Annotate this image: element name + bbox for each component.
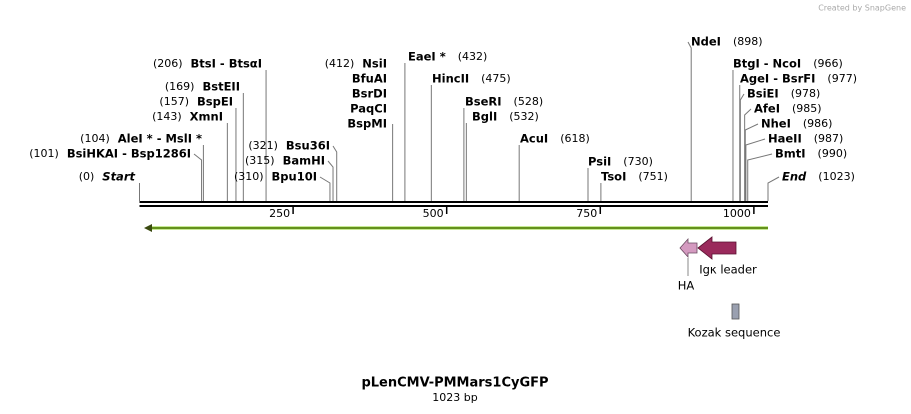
- enzyme-name: NheI: [761, 117, 791, 131]
- site-location: (104): [80, 132, 110, 145]
- enzyme-name: AcuI: [520, 132, 548, 146]
- enzyme-name: BspMI: [347, 117, 387, 131]
- ruler-label: 250: [269, 207, 290, 220]
- site-location: (1023): [818, 170, 855, 183]
- cut-site: [332, 145, 338, 201]
- feature-label: Igκ leader: [699, 263, 757, 277]
- enzyme-name: BamHI: [283, 154, 325, 168]
- site-location: (321): [248, 139, 278, 152]
- site-location: (432): [458, 50, 488, 63]
- enzyme-name: AfeI: [754, 102, 780, 116]
- enzyme-name: BsiHKAI - Bsp1286I: [67, 147, 191, 161]
- kozak-feature: [731, 303, 740, 320]
- enzyme-name: BspEI: [197, 95, 233, 109]
- site-location: (475): [481, 72, 511, 85]
- enzyme-name: PsiI: [588, 155, 611, 169]
- enzyme-name: XmnI: [190, 110, 223, 124]
- igk-feature: [697, 236, 737, 260]
- site-location: (315): [245, 154, 275, 167]
- cut-site: [744, 108, 752, 201]
- site-location: (157): [159, 95, 189, 108]
- enzyme-name: HincII: [432, 72, 469, 86]
- map-title: pLenCMV-PMMars1CyGFP: [361, 376, 548, 391]
- enzyme-name: BglI: [472, 110, 497, 124]
- enzyme-name: Start: [102, 170, 135, 184]
- site-location: (977): [827, 72, 857, 85]
- ruler-label: 500: [423, 207, 444, 220]
- cut-site: [327, 160, 334, 201]
- ruler-label: 1000: [723, 207, 751, 220]
- site-location: (898): [733, 35, 763, 48]
- site-location: (412): [325, 57, 355, 70]
- site-location: (985): [792, 102, 822, 115]
- cut-site: [687, 41, 692, 201]
- site-location: (987): [814, 132, 844, 145]
- site-location: (618): [560, 132, 590, 145]
- map-length: 1023 bp: [432, 391, 477, 404]
- credit: Created by SnapGene: [818, 4, 906, 13]
- enzyme-name: AgeI - BsrFI: [740, 72, 815, 86]
- enzyme-name: NsiI: [362, 57, 387, 71]
- enzyme-name: Bsu36I: [286, 139, 330, 153]
- cut-site: [747, 153, 773, 201]
- feature-label: HA: [678, 279, 695, 293]
- enzyme-name: PaqCI: [350, 102, 387, 116]
- orf-arrowhead: [144, 224, 152, 232]
- cut-site: [193, 153, 203, 201]
- site-location: (966): [813, 57, 843, 70]
- enzyme-name: End: [782, 170, 807, 184]
- enzyme-name: AleI * - MslI *: [118, 132, 202, 146]
- feature-label: Kozak sequence: [688, 326, 781, 340]
- site-location: (143): [152, 110, 182, 123]
- site-location: (730): [623, 155, 653, 168]
- site-location: (528): [514, 95, 544, 108]
- site-location: (990): [818, 147, 848, 160]
- site-location: (310): [234, 170, 264, 183]
- site-location: (986): [803, 117, 833, 130]
- enzyme-name: TsoI: [601, 170, 626, 184]
- site-location: (206): [153, 57, 183, 70]
- site-location: (751): [638, 170, 668, 183]
- enzyme-name: NdeI: [691, 35, 721, 49]
- enzyme-name: Bpu10I: [272, 170, 317, 184]
- enzyme-name: BmtI: [775, 147, 806, 161]
- site-location: (0): [79, 170, 95, 183]
- cut-site: [319, 176, 331, 201]
- enzyme-name: BfuAI: [352, 72, 387, 86]
- ruler-label: 750: [576, 207, 597, 220]
- enzyme-name: BsiEI: [747, 87, 779, 101]
- site-location: (169): [165, 80, 195, 93]
- cut-site: [767, 176, 780, 201]
- enzyme-name: BstEII: [202, 80, 240, 94]
- cut-site: [744, 123, 759, 201]
- enzyme-name: BseRI: [465, 95, 502, 109]
- site-location: (101): [29, 147, 59, 160]
- ha-feature: [679, 237, 698, 259]
- cut-site: [739, 93, 745, 201]
- site-location: (532): [509, 110, 539, 123]
- cut-site: [745, 138, 766, 201]
- enzyme-name: BtgI - NcoI: [733, 57, 801, 71]
- enzyme-name: EaeI *: [408, 50, 446, 64]
- enzyme-name: BtsI - BtsαI: [191, 57, 262, 71]
- site-location: (978): [791, 87, 821, 100]
- enzyme-name: HaeII: [768, 132, 802, 146]
- enzyme-name: BsrDI: [352, 87, 387, 101]
